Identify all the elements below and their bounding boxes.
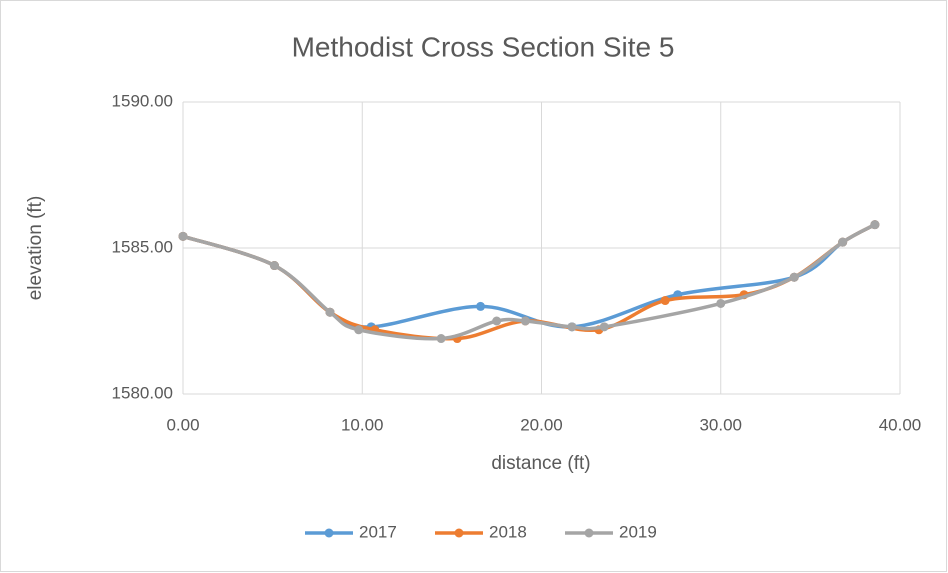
legend-label: 2018 — [489, 522, 527, 541]
x-tick-label: 10.00 — [341, 415, 384, 434]
data-point — [354, 325, 364, 335]
x-tick-label: 0.00 — [166, 415, 199, 434]
data-point — [599, 322, 609, 332]
legend-marker — [324, 528, 334, 538]
data-point — [789, 272, 799, 282]
legend-marker — [454, 528, 464, 538]
y-axis-label: elevation (ft) — [25, 196, 46, 301]
data-point — [436, 334, 446, 344]
x-tick-label: 40.00 — [879, 415, 922, 434]
data-point — [870, 220, 880, 230]
x-axis-label: distance (ft) — [491, 453, 590, 474]
legend-label: 2017 — [359, 522, 397, 541]
legend-marker — [584, 528, 594, 538]
data-point — [476, 301, 486, 311]
data-point — [520, 316, 530, 326]
data-point — [325, 307, 335, 317]
y-tick-label: 1585.00 — [112, 237, 173, 256]
data-point — [492, 316, 502, 326]
legend-label: 2019 — [619, 522, 657, 541]
data-point — [716, 298, 726, 308]
chart-title: Methodist Cross Section Site 5 — [292, 31, 675, 62]
data-point — [567, 322, 577, 332]
y-tick-label: 1580.00 — [112, 383, 173, 402]
data-point — [269, 261, 279, 271]
x-tick-label: 20.00 — [520, 415, 563, 434]
data-point — [838, 237, 848, 247]
y-tick-label: 1590.00 — [112, 91, 173, 110]
data-point — [178, 231, 188, 241]
x-tick-label: 30.00 — [699, 415, 742, 434]
data-point — [660, 296, 670, 306]
